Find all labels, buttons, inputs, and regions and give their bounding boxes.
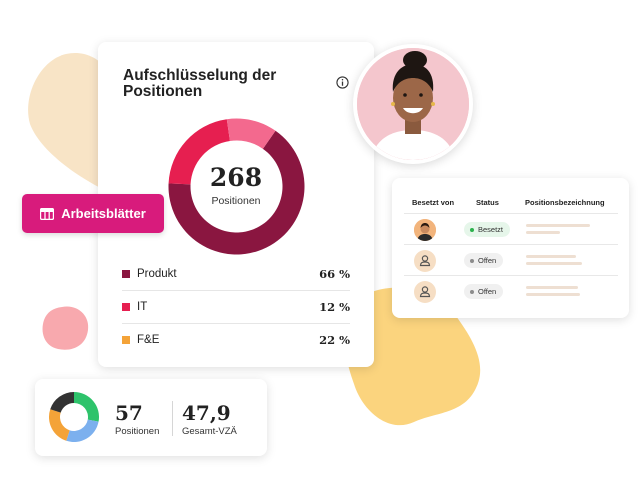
table-row[interactable]: Besetzt: [404, 213, 618, 245]
empty-avatar: [414, 281, 436, 303]
pink-blob-decoration: [42, 306, 89, 350]
donut-segment-2: [226, 118, 276, 149]
legend-row-it: IT 12 %: [122, 291, 350, 324]
column-header-position: Positionsbezeichnung: [525, 198, 605, 207]
position-title-placeholder-bar: [526, 231, 560, 234]
mini-donut-segment-0: [74, 392, 99, 422]
status-badge-label: Offen: [478, 256, 497, 265]
mini-donut-segment-1: [66, 419, 99, 442]
position-title-placeholder-bar: [526, 286, 578, 289]
beige-blob-decoration: [28, 52, 118, 196]
legend-row-produkt: Produkt 66 %: [122, 258, 350, 291]
legend-swatch-fe: [122, 336, 130, 344]
positions-breakdown-card: Aufschlüsselung der Positionen 268 Posit…: [98, 42, 374, 367]
positions-table-card: Besetzt von Status Positionsbezeichnung …: [392, 178, 629, 318]
info-icon[interactable]: [336, 76, 349, 89]
status-badge-label: Besetzt: [478, 225, 504, 234]
legend-label: Produkt: [137, 268, 177, 280]
person-icon: [419, 286, 431, 298]
position-title-placeholder-bar: [526, 293, 580, 296]
legend-value: 22 %: [319, 333, 350, 347]
table-row[interactable]: Offen: [404, 275, 618, 307]
positions-count: 57: [115, 401, 143, 425]
table-icon: [40, 207, 55, 220]
legend-swatch-it: [122, 303, 130, 311]
worksheets-button-label: Arbeitsblätter: [61, 206, 146, 221]
position-title-placeholder-bar: [526, 255, 576, 258]
breakdown-legend: Produkt 66 % IT 12 % F&E 22 %: [122, 258, 350, 356]
legend-value: 12 %: [319, 300, 350, 314]
breakdown-title: Aufschlüsselung der Positionen: [123, 67, 277, 100]
person-icon: [419, 255, 431, 267]
legend-label: IT: [137, 301, 148, 313]
man-portrait-image: [414, 219, 436, 241]
fte-total-caption: Gesamt-VZÄ: [182, 426, 237, 437]
fte-total: 47,9: [182, 401, 231, 425]
status-badge: Offen: [464, 284, 504, 299]
summary-divider: [172, 401, 173, 436]
status-dot: [470, 289, 474, 294]
legend-label: F&E: [137, 334, 160, 346]
summary-card: 57 Positionen 47,9 Gesamt-VZÄ: [35, 379, 267, 456]
employee-avatar: [414, 219, 436, 241]
legend-row-fe: F&E 22 %: [122, 324, 350, 356]
donut-total-value: 268: [209, 163, 263, 192]
mini-donut-segment-2: [49, 409, 70, 441]
worksheets-button[interactable]: Arbeitsblätter: [22, 194, 164, 233]
status-dot: [470, 227, 474, 232]
yellow-blob-decoration: [343, 287, 481, 426]
woman-portrait-image: [357, 48, 469, 160]
status-badge: Offen: [464, 253, 504, 268]
legend-value: 66 %: [319, 267, 350, 281]
table-row[interactable]: Offen: [404, 244, 618, 276]
position-title-placeholder-bar: [526, 224, 590, 227]
positions-count-caption: Positionen: [115, 426, 160, 437]
column-header-status: Status: [476, 198, 499, 207]
summary-donut-chart: [49, 392, 99, 442]
donut-total-caption: Positionen: [211, 195, 261, 207]
status-dot: [470, 258, 474, 263]
donut-segment-1: [168, 119, 230, 185]
legend-swatch-produkt: [122, 270, 130, 278]
column-header-occupied-by: Besetzt von: [412, 198, 455, 207]
position-title-placeholder-bar: [526, 262, 582, 265]
donut-segment-0: [168, 130, 305, 255]
profile-avatar: [353, 44, 473, 164]
status-badge: Besetzt: [464, 222, 511, 237]
status-badge-label: Offen: [478, 287, 497, 296]
positions-donut-chart: [168, 118, 305, 255]
mini-donut-segment-3: [50, 392, 74, 413]
empty-avatar: [414, 250, 436, 272]
